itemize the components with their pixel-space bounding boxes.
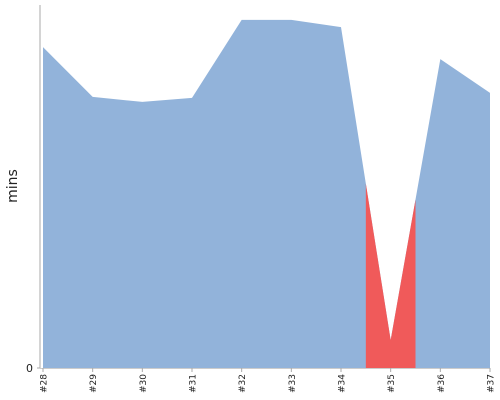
- x-tick-label: #36: [437, 374, 447, 393]
- x-tick-label: #32: [238, 374, 248, 393]
- y-axis-label: mins: [5, 169, 21, 203]
- x-tick-label: #28: [40, 374, 50, 393]
- y-tick-label: 0: [26, 362, 33, 375]
- x-tick-label: #35: [387, 374, 397, 393]
- x-tick-label: #37: [487, 374, 497, 393]
- x-tick-label: #34: [338, 374, 348, 393]
- area: [43, 19, 490, 369]
- x-tick-label: #29: [89, 374, 99, 393]
- highlight-area: [365, 183, 416, 368]
- x-tick-label: #31: [189, 374, 199, 393]
- x-tick-label: #30: [139, 374, 149, 393]
- x-tick-label: #33: [288, 374, 298, 393]
